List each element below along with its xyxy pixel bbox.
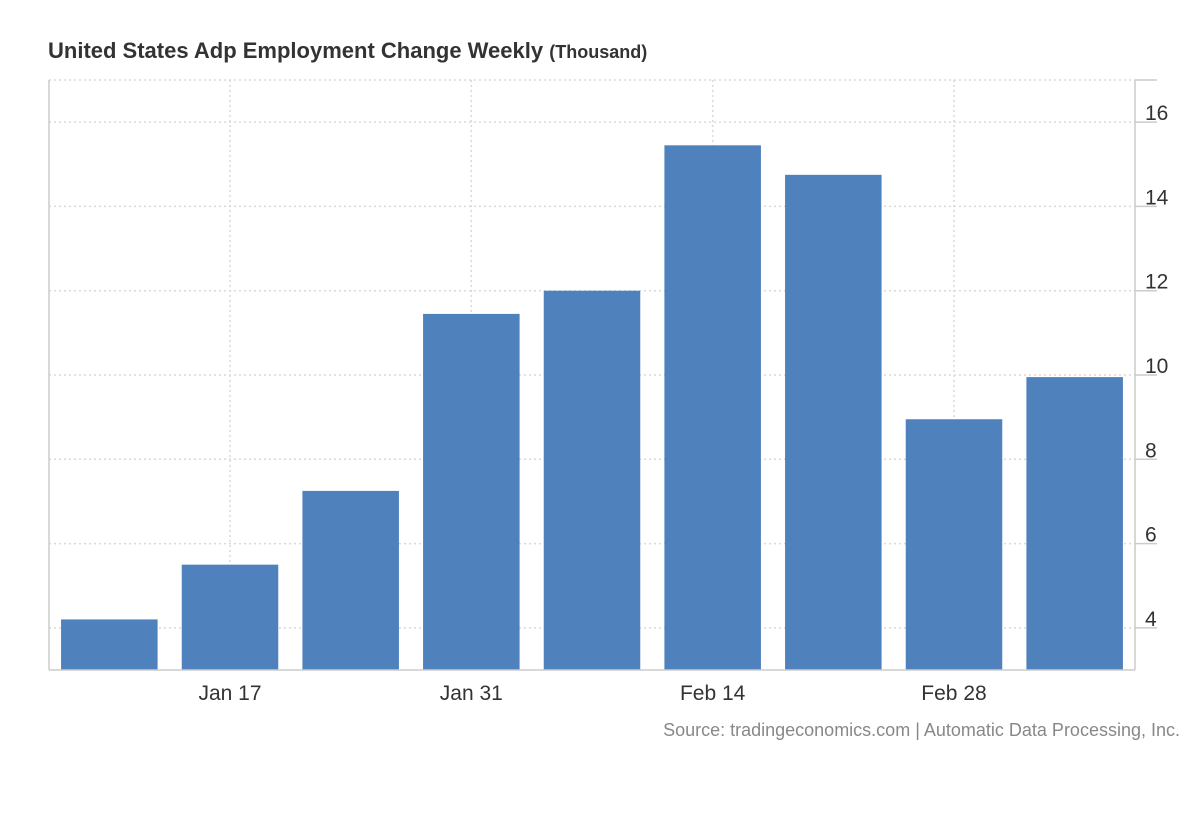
y-axis-labels: 4 6 8 10 12 14 16: [1145, 102, 1169, 631]
y-tick-label: 8: [1145, 439, 1157, 462]
y-tick-label: 4: [1145, 608, 1157, 631]
x-tick-label: Jan 31: [440, 682, 503, 705]
chart-title: United States Adp Employment Change Week…: [48, 38, 647, 64]
source-credit: Source: tradingeconomics.com | Automatic…: [663, 720, 1180, 740]
axes: [48, 79, 1157, 671]
bar: [543, 290, 641, 670]
x-tick-label: Feb 14: [680, 682, 746, 705]
bars: [61, 145, 1123, 671]
bar-chart: 4 6 8 10 12 14 16 Jan 17 Jan 31 Feb 14 Feb 28: [48, 79, 1169, 705]
x-axis-labels: Jan 17 Jan 31 Feb 14 Feb 28: [198, 682, 986, 705]
chart-unit: (Thousand): [549, 42, 648, 62]
bar: [302, 490, 399, 670]
y-tick-label: 10: [1145, 355, 1168, 378]
bar: [1026, 377, 1123, 670]
bar: [664, 145, 761, 671]
y-tick-label: 14: [1145, 186, 1169, 209]
y-tick-label: 6: [1145, 524, 1157, 547]
bar: [423, 313, 520, 670]
y-tick-label: 12: [1145, 271, 1168, 294]
x-tick-label: Feb 28: [921, 682, 986, 705]
bar: [61, 619, 158, 670]
bar: [181, 564, 279, 670]
y-tick-label: 16: [1145, 102, 1168, 125]
bar: [785, 174, 882, 671]
bar: [905, 419, 1003, 670]
chart-title-text: United States Adp Employment Change Week…: [48, 38, 544, 63]
x-tick-label: Jan 17: [198, 682, 261, 705]
